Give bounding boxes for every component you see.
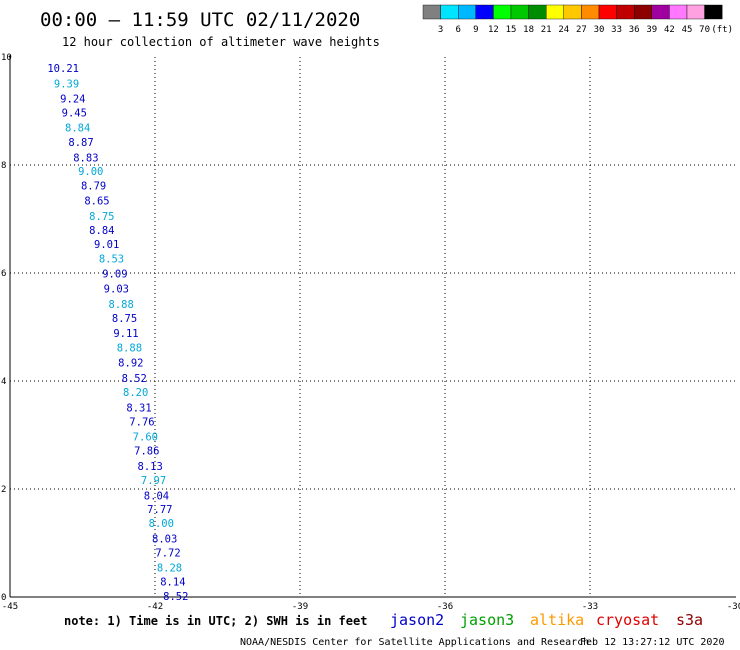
data-label: 8.52 [122,373,147,385]
scale-label: 12 [488,25,499,35]
scale-swatch [669,4,688,20]
scale-swatch [475,4,494,20]
scale-swatch [616,4,635,20]
satellite-legend-cryosat: cryosat [596,611,659,629]
data-label: 7.77 [147,504,172,516]
scale-swatch [458,4,477,20]
scale-swatch [634,4,653,20]
data-label: 8.28 [157,562,182,574]
scale-label: 36 [629,25,640,35]
data-label: 8.31 [126,402,151,414]
data-label: 7.97 [141,475,166,487]
y-tick-label: 6 [1,269,6,279]
y-tick-label: 4 [1,377,6,387]
scale-label: 15 [506,25,517,35]
y-tick-label: 10 [1,53,12,63]
scale-label: 45 [682,25,693,35]
scale-label: 3 [438,25,443,35]
satellite-legend-altika: altika [530,611,584,629]
scale-swatch [546,4,565,20]
data-label: 7.60 [133,432,158,444]
chart-subtitle: 12 hour collection of altimeter wave hei… [62,35,380,49]
data-label: 9.00 [78,166,103,178]
data-label: 9.24 [60,94,85,106]
data-label: 8.87 [68,137,93,149]
data-label: 7.76 [129,417,154,429]
satellite-legend-s3a: s3a [676,611,703,629]
data-label: 10.21 [47,63,79,75]
scale-swatch [440,4,459,20]
data-label: 8.03 [152,534,177,546]
scale-swatch [686,4,705,20]
x-tick-label: -45 [2,602,18,612]
scale-swatch [528,4,547,20]
data-label: 8.75 [112,313,137,325]
data-label: 9.01 [94,239,119,251]
scale-label: 21 [541,25,552,35]
scale-label: 24 [558,25,569,35]
data-label: 8.53 [99,253,124,265]
y-tick-label: 0 [1,593,6,603]
data-label: 9.09 [102,269,127,281]
data-label: 7.72 [155,548,180,560]
data-label: 9.11 [113,328,138,340]
footer-note: note: 1) Time is in UTC; 2) SWH is in fe… [64,614,367,628]
footer-timestamp: Feb 12 13:27:12 UTC 2020 [580,637,725,648]
scale-label: 70 [699,25,710,35]
scale-swatch [493,4,512,20]
data-label: 9.03 [104,284,129,296]
data-label: 8.79 [81,181,106,193]
data-label: 8.84 [65,123,90,135]
data-label: 7.86 [134,446,159,458]
data-label: 8.20 [123,387,148,399]
scale-swatch [598,4,617,20]
footer-credit: NOAA/NESDIS Center for Satellite Applica… [240,637,589,648]
scale-label: 42 [664,25,675,35]
data-label: 8.88 [117,343,142,355]
data-label: 8.83 [73,152,98,164]
satellite-legend-jason2: jason2 [390,611,444,629]
scale-swatch [581,4,600,20]
data-label: 8.92 [118,358,143,370]
data-label: 9.45 [62,108,87,120]
scale-label: 39 [646,25,657,35]
chart-title: 00:00 – 11:59 UTC 02/11/2020 [40,9,360,31]
data-label: 8.52 [163,591,188,603]
scale-label: 6 [455,25,460,35]
scale-label: 27 [576,25,587,35]
x-tick-label: -36 [437,602,453,612]
data-label: 8.00 [149,518,174,530]
x-tick-label: -42 [147,602,163,612]
scale-swatch [422,4,441,20]
scale-label: (ft) [711,25,733,35]
scale-label: 30 [594,25,605,35]
data-label: 8.04 [144,490,169,502]
satellite-legend-jason3: jason3 [460,611,514,629]
scale-swatch [510,4,529,20]
y-tick-label: 8 [1,161,6,171]
data-label: 8.13 [138,461,163,473]
x-tick-label: -39 [292,602,308,612]
y-tick-label: 2 [1,485,6,495]
data-label: 8.14 [160,576,185,588]
scale-swatch [704,4,723,20]
scale-label: 18 [523,25,534,35]
x-tick-label: -30 [727,602,740,612]
data-label: 8.75 [89,211,114,223]
data-label: 9.39 [54,78,79,90]
scale-swatch [651,4,670,20]
scale-label: 9 [473,25,478,35]
data-label: 8.88 [109,299,134,311]
scale-swatch [563,4,582,20]
data-label: 8.84 [89,225,114,237]
data-label: 8.65 [84,196,109,208]
x-tick-label: -33 [582,602,598,612]
scale-label: 33 [611,25,622,35]
